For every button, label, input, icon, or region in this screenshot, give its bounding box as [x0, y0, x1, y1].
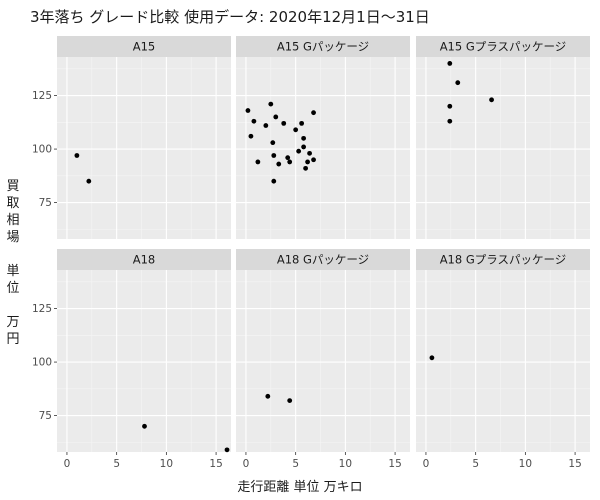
data-point	[303, 165, 308, 171]
facet-strip-label: A18 Gパッケージ	[277, 253, 369, 267]
x-tick-label: 15	[568, 458, 581, 470]
data-point	[429, 355, 435, 361]
y-tick-label: 125	[32, 303, 52, 315]
data-point	[301, 135, 307, 141]
y-axis-label: 買取相場 単位 万円	[6, 179, 20, 347]
data-point	[224, 447, 230, 453]
data-point	[276, 161, 282, 167]
panel-background	[236, 270, 410, 452]
x-tick-label: 0	[64, 458, 71, 470]
data-point	[265, 393, 271, 399]
data-point	[251, 118, 257, 124]
data-point	[489, 97, 494, 103]
facet-strip-label: A15 Gパッケージ	[277, 40, 369, 54]
x-tick-label: 15	[388, 458, 401, 470]
x-tick-label: 10	[519, 458, 532, 470]
data-point	[455, 80, 461, 86]
data-point	[285, 155, 291, 161]
data-point	[301, 144, 307, 150]
facet-strip-label: A18	[133, 253, 156, 267]
data-point	[311, 110, 316, 116]
facet-strip-label: A15 Gプラスパッケージ	[440, 40, 567, 54]
panel-background	[416, 57, 590, 239]
data-point	[296, 148, 302, 154]
data-point	[271, 153, 277, 158]
x-tick-label: 5	[472, 458, 479, 470]
chart-title: 3年落ち グレード比較 使用データ: 2020年12月1日〜31日	[30, 8, 430, 26]
facet-strip-label: A18 Gプラスパッケージ	[440, 253, 567, 267]
facet-strip	[236, 249, 410, 270]
data-point	[270, 140, 276, 146]
data-point	[263, 123, 269, 128]
x-tick-label: 10	[160, 458, 173, 470]
data-point	[273, 114, 279, 120]
data-point	[248, 133, 254, 139]
panel-background	[416, 270, 590, 452]
data-point	[271, 178, 277, 184]
y-tick-label: 100	[32, 357, 52, 369]
facet-strip-label: A15	[133, 40, 156, 54]
facet-strip	[57, 249, 231, 270]
data-point	[281, 120, 287, 126]
data-point	[86, 178, 92, 184]
data-point	[293, 127, 299, 133]
y-tick-label: 100	[32, 144, 52, 156]
data-point	[74, 153, 80, 158]
data-point	[287, 159, 293, 165]
data-point	[255, 159, 261, 165]
panel-background	[236, 57, 410, 239]
x-tick-label: 5	[113, 458, 120, 470]
data-point	[305, 159, 310, 165]
data-point	[447, 61, 453, 66]
data-point	[447, 118, 453, 124]
x-tick-label: 0	[243, 458, 250, 470]
data-point	[447, 103, 453, 109]
x-tick-label: 15	[209, 458, 222, 470]
data-point	[245, 108, 251, 113]
data-point	[268, 101, 274, 107]
x-tick-label: 0	[423, 458, 430, 470]
data-point	[299, 120, 305, 126]
x-tick-label: 5	[292, 458, 299, 470]
facet-strip	[236, 36, 410, 57]
panel-background	[57, 57, 231, 239]
x-tick-label: 10	[339, 458, 352, 470]
y-tick-label: 75	[39, 410, 52, 422]
facet-strip	[416, 249, 590, 270]
y-tick-label: 125	[32, 90, 52, 102]
data-point	[287, 398, 293, 404]
x-axis-label: 走行距離 単位 万キロ	[237, 480, 363, 495]
y-tick-label: 75	[39, 197, 52, 209]
panel-background	[57, 270, 231, 452]
data-point	[311, 157, 316, 163]
facet-strip	[57, 36, 231, 57]
data-point	[307, 150, 312, 156]
data-point	[142, 423, 147, 429]
facet-strip	[416, 36, 590, 57]
